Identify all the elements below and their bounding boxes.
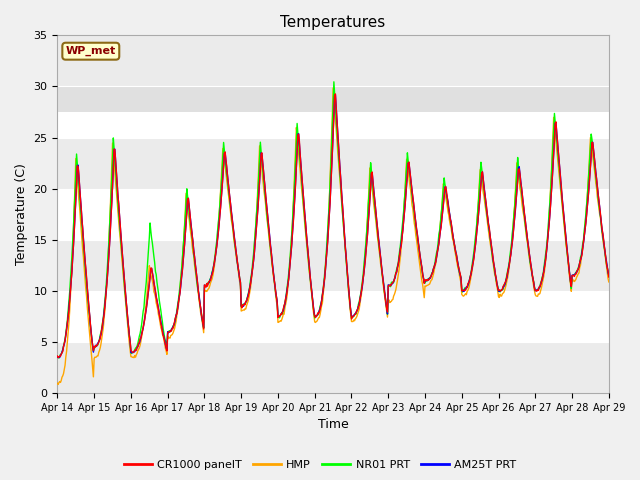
- Y-axis label: Temperature (C): Temperature (C): [15, 163, 28, 265]
- Bar: [58, 36, 609, 86]
- Title: Temperatures: Temperatures: [280, 15, 386, 30]
- Bar: [58, 342, 609, 393]
- X-axis label: Time: Time: [317, 419, 349, 432]
- Bar: [58, 36, 609, 112]
- Bar: [58, 138, 609, 189]
- Legend: CR1000 panelT, HMP, NR01 PRT, AM25T PRT: CR1000 panelT, HMP, NR01 PRT, AM25T PRT: [119, 456, 521, 474]
- Text: WP_met: WP_met: [66, 46, 116, 56]
- Bar: [58, 240, 609, 291]
